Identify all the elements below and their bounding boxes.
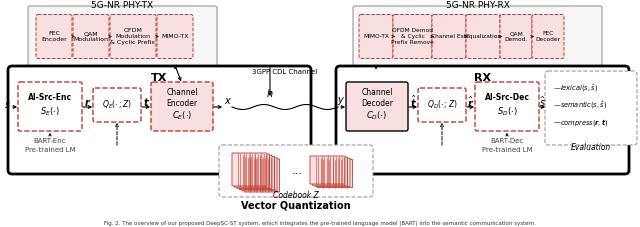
FancyBboxPatch shape <box>18 82 82 131</box>
Text: Channel Est.: Channel Est. <box>431 34 467 39</box>
Text: $Q_D(\cdot\,;Z)$: $Q_D(\cdot\,;Z)$ <box>427 99 458 111</box>
FancyBboxPatch shape <box>393 15 432 59</box>
Text: QAM
Demod.: QAM Demod. <box>504 31 527 42</box>
Text: $\hat{\boldsymbol{t}}$: $\hat{\boldsymbol{t}}$ <box>410 94 417 110</box>
FancyBboxPatch shape <box>237 155 272 188</box>
FancyBboxPatch shape <box>110 15 156 59</box>
Text: $C_E(\cdot)$: $C_E(\cdot)$ <box>172 110 192 122</box>
FancyBboxPatch shape <box>151 82 213 131</box>
FancyBboxPatch shape <box>336 66 629 174</box>
FancyBboxPatch shape <box>475 82 539 131</box>
Text: —: — <box>554 119 561 125</box>
Text: AI-Src-Dec: AI-Src-Dec <box>484 94 529 103</box>
FancyBboxPatch shape <box>232 153 267 186</box>
FancyBboxPatch shape <box>93 88 141 122</box>
Text: MIMO-TX: MIMO-TX <box>161 34 189 39</box>
FancyBboxPatch shape <box>8 66 311 174</box>
FancyBboxPatch shape <box>28 6 217 67</box>
Text: $compress(\boldsymbol{r},\boldsymbol{t})$: $compress(\boldsymbol{r},\boldsymbol{t})… <box>560 116 609 128</box>
Text: Pre-trained LM: Pre-trained LM <box>482 147 532 153</box>
Text: 5G-NR PHY-RX: 5G-NR PHY-RX <box>445 2 509 10</box>
FancyBboxPatch shape <box>545 71 637 145</box>
FancyBboxPatch shape <box>239 157 275 190</box>
Text: OFDM
Modulation
& Cyclic Prefix: OFDM Modulation & Cyclic Prefix <box>111 28 156 45</box>
Text: 5G-NR PHY-TX: 5G-NR PHY-TX <box>92 2 154 10</box>
Text: 3GPP CDL Channel: 3GPP CDL Channel <box>252 69 317 75</box>
FancyBboxPatch shape <box>219 145 373 197</box>
Text: $y$: $y$ <box>337 95 345 107</box>
Text: —: — <box>554 102 561 108</box>
Text: BART-Enc: BART-Enc <box>34 138 67 144</box>
Text: FEC
Encoder: FEC Encoder <box>41 31 67 42</box>
Text: Channel
Encoder: Channel Encoder <box>166 88 198 108</box>
Text: TX: TX <box>151 73 168 83</box>
Text: ...: ... <box>292 166 303 176</box>
FancyBboxPatch shape <box>310 156 345 184</box>
FancyBboxPatch shape <box>532 15 564 59</box>
Text: $\boldsymbol{t}$: $\boldsymbol{t}$ <box>143 96 150 108</box>
FancyBboxPatch shape <box>234 154 269 187</box>
FancyBboxPatch shape <box>466 15 500 59</box>
Text: Codebook Z: Codebook Z <box>273 192 319 200</box>
Text: $\boldsymbol{r}$: $\boldsymbol{r}$ <box>84 96 91 108</box>
Text: AI-Src-Enc: AI-Src-Enc <box>28 94 72 103</box>
Text: $S_E(\cdot)$: $S_E(\cdot)$ <box>40 106 60 118</box>
Text: RX: RX <box>474 73 491 83</box>
FancyBboxPatch shape <box>244 159 280 192</box>
Text: Pre-trained LM: Pre-trained LM <box>25 147 76 153</box>
Text: MIMO-TX: MIMO-TX <box>363 34 389 39</box>
FancyBboxPatch shape <box>359 15 393 59</box>
Text: FEC
Decoder: FEC Decoder <box>536 31 561 42</box>
FancyBboxPatch shape <box>432 15 466 59</box>
FancyBboxPatch shape <box>157 15 193 59</box>
Text: $S_D(\cdot)$: $S_D(\cdot)$ <box>497 106 517 118</box>
FancyBboxPatch shape <box>315 158 350 186</box>
Text: $C_D(\cdot)$: $C_D(\cdot)$ <box>367 110 388 122</box>
FancyBboxPatch shape <box>312 157 348 185</box>
Text: $\hat{s}$: $\hat{s}$ <box>539 95 546 109</box>
FancyBboxPatch shape <box>346 82 408 131</box>
FancyBboxPatch shape <box>36 15 72 59</box>
Text: $h$: $h$ <box>266 87 274 99</box>
Text: $semantic(s,\hat{s})$: $semantic(s,\hat{s})$ <box>560 99 607 111</box>
Text: $s$: $s$ <box>4 100 10 110</box>
Text: OFDM Demod
& Cyclic
Prefix Remove: OFDM Demod & Cyclic Prefix Remove <box>391 28 434 45</box>
FancyBboxPatch shape <box>73 15 109 59</box>
Text: BART-Dec: BART-Dec <box>490 138 524 144</box>
Text: $x$: $x$ <box>224 96 232 106</box>
Text: $\hat{\boldsymbol{r}}$: $\hat{\boldsymbol{r}}$ <box>467 94 474 110</box>
FancyBboxPatch shape <box>242 158 277 191</box>
FancyBboxPatch shape <box>418 88 466 122</box>
FancyBboxPatch shape <box>353 6 602 67</box>
Text: Vector Quantization: Vector Quantization <box>241 201 351 211</box>
Text: Equalization: Equalization <box>465 34 501 39</box>
Text: Fig. 2. The overview of our proposed DeepSC-ST system, which integrates the pre-: Fig. 2. The overview of our proposed Dee… <box>104 220 536 225</box>
Text: $lexical(s,\hat{s})$: $lexical(s,\hat{s})$ <box>560 82 598 94</box>
FancyBboxPatch shape <box>500 15 532 59</box>
Text: QAM
Modulation: QAM Modulation <box>74 31 109 42</box>
Text: Evaluation: Evaluation <box>571 143 611 151</box>
Text: —: — <box>554 85 561 91</box>
FancyBboxPatch shape <box>317 160 353 188</box>
Text: $Q_E(\cdot\,;Z)$: $Q_E(\cdot\,;Z)$ <box>102 99 132 111</box>
Text: Channel
Decoder: Channel Decoder <box>361 88 393 108</box>
